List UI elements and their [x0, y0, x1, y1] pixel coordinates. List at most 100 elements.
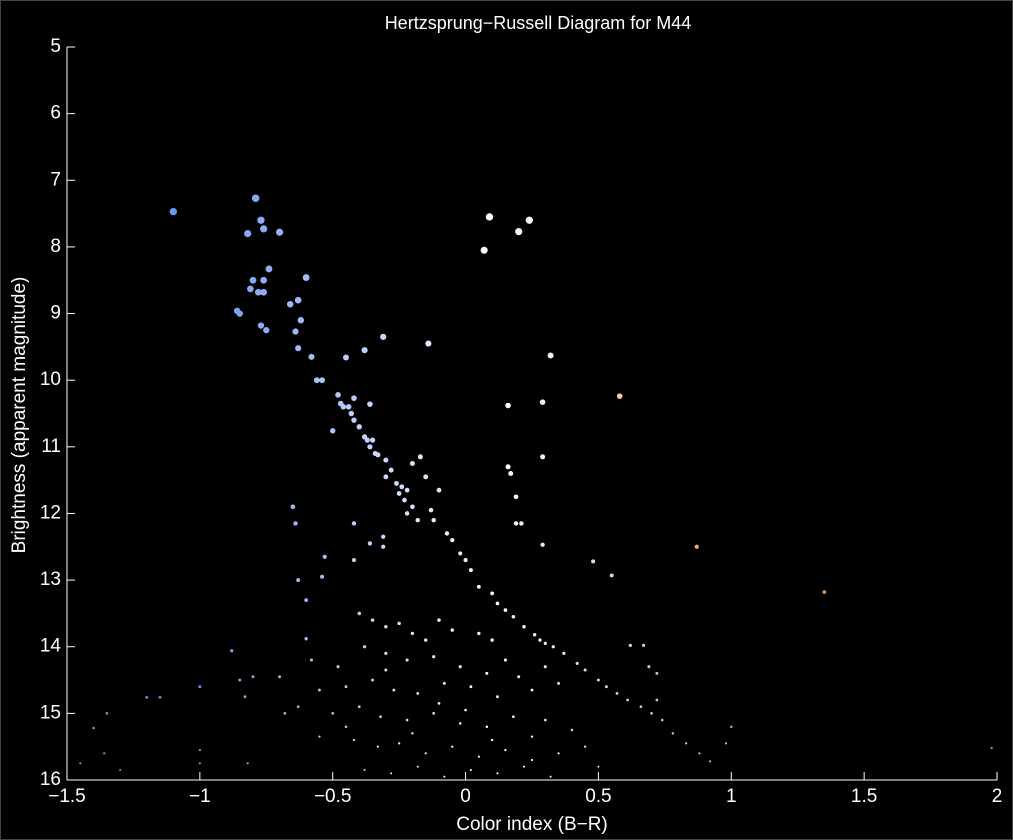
star-point — [336, 665, 340, 669]
star-point — [399, 484, 405, 490]
star-point — [283, 712, 287, 715]
star-point — [292, 328, 299, 335]
star-point — [309, 658, 314, 662]
star-point — [376, 745, 380, 748]
star-point — [543, 641, 547, 646]
x-tick-label: −1 — [189, 786, 211, 807]
star-point — [238, 678, 242, 682]
star-point — [708, 760, 712, 763]
star-point — [295, 345, 302, 352]
star-point — [562, 651, 566, 655]
star-point — [233, 307, 241, 315]
star-point — [511, 614, 516, 619]
star-point — [628, 643, 632, 648]
star-point — [495, 601, 500, 606]
star-point — [655, 671, 659, 675]
star-point — [405, 718, 409, 722]
star-point — [540, 542, 545, 547]
star-point — [254, 288, 262, 296]
star-point — [416, 691, 420, 695]
star-point — [351, 417, 357, 423]
star-point — [290, 504, 296, 510]
star-point — [340, 404, 347, 410]
star-point — [450, 537, 455, 543]
star-point — [296, 578, 301, 583]
star-point — [424, 638, 428, 642]
star-point — [158, 695, 162, 699]
y-tick-label: 8 — [50, 236, 61, 257]
star-point — [331, 712, 335, 715]
star-point — [539, 399, 546, 405]
star-point — [330, 428, 336, 434]
star-point — [508, 471, 514, 476]
star-point — [317, 688, 321, 692]
star-point — [263, 327, 270, 334]
star-point — [604, 685, 608, 689]
star-point — [318, 735, 321, 738]
y-tick-label: 7 — [50, 169, 61, 190]
star-point — [246, 762, 249, 765]
star-point — [503, 658, 507, 662]
star-point — [512, 715, 515, 718]
star-point — [505, 464, 511, 470]
star-point — [119, 768, 122, 772]
star-point — [469, 768, 472, 772]
star-point — [647, 665, 651, 669]
x-tick-label: −0.5 — [314, 786, 352, 807]
star-point — [351, 395, 357, 401]
star-point — [397, 621, 401, 626]
star-point — [397, 742, 401, 745]
star-point — [405, 658, 409, 662]
star-point — [990, 746, 993, 750]
star-point — [304, 598, 309, 602]
star-point — [650, 712, 653, 715]
star-point — [384, 651, 388, 655]
star-point — [230, 649, 234, 653]
star-point — [367, 541, 373, 546]
star-point — [451, 745, 454, 748]
star-point — [639, 705, 643, 709]
star-point — [437, 618, 441, 622]
star-point — [730, 725, 733, 728]
star-point — [103, 752, 106, 755]
star-point — [609, 573, 614, 578]
star-point — [313, 377, 320, 384]
star-point — [351, 521, 357, 526]
star-point — [371, 678, 375, 682]
x-axis-label: Color index (B−R) — [456, 814, 608, 835]
star-point — [425, 340, 432, 347]
y-tick-label: 11 — [41, 436, 61, 457]
star-point — [356, 424, 362, 430]
star-point — [496, 695, 499, 699]
star-point — [259, 225, 268, 233]
star-point — [367, 401, 373, 407]
star-point — [370, 618, 375, 622]
star-point — [198, 762, 201, 765]
star-point — [362, 645, 367, 649]
star-point — [549, 775, 552, 778]
star-point — [538, 638, 542, 642]
star-point — [404, 487, 410, 493]
star-point — [504, 748, 507, 752]
star-point — [822, 590, 827, 594]
star-point — [428, 507, 434, 513]
star-point — [583, 668, 587, 672]
star-point — [145, 695, 149, 699]
star-point — [251, 194, 260, 203]
star-point — [485, 213, 494, 221]
star-point — [410, 504, 415, 510]
star-point — [383, 457, 389, 463]
star-point — [411, 732, 414, 735]
star-point — [244, 229, 252, 238]
star-point — [530, 688, 534, 692]
star-point — [463, 558, 468, 563]
star-point — [444, 531, 450, 536]
star-point — [540, 454, 546, 460]
x-tick-label: 2 — [992, 786, 1003, 807]
star-point — [286, 300, 294, 308]
star-point — [308, 353, 315, 360]
star-point — [477, 631, 481, 636]
star-point — [361, 347, 368, 354]
star-point — [513, 494, 519, 500]
